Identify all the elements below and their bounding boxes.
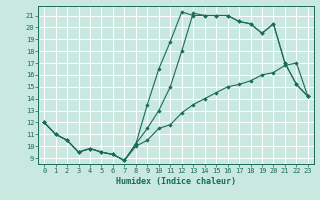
X-axis label: Humidex (Indice chaleur): Humidex (Indice chaleur) [116, 177, 236, 186]
